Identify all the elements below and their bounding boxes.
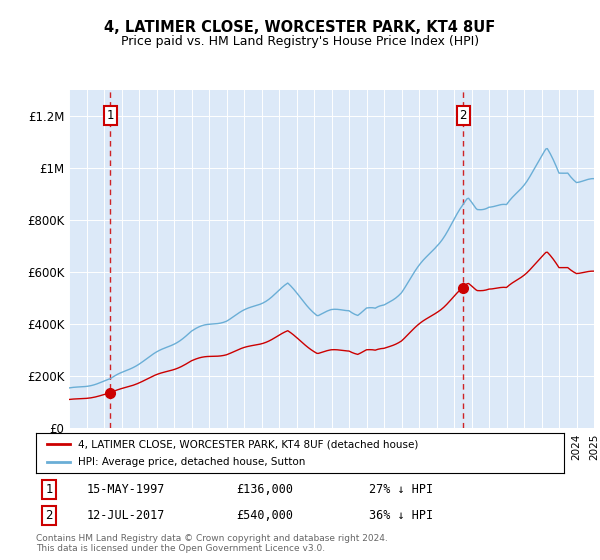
Text: 15-MAY-1997: 15-MAY-1997 [86,483,164,496]
Text: 1: 1 [46,483,53,496]
Text: 4, LATIMER CLOSE, WORCESTER PARK, KT4 8UF (detached house): 4, LATIMER CLOSE, WORCESTER PARK, KT4 8U… [78,439,419,449]
Text: 36% ↓ HPI: 36% ↓ HPI [368,510,433,522]
Text: Price paid vs. HM Land Registry's House Price Index (HPI): Price paid vs. HM Land Registry's House … [121,35,479,49]
Text: £136,000: £136,000 [236,483,293,496]
Text: 27% ↓ HPI: 27% ↓ HPI [368,483,433,496]
Text: Contains HM Land Registry data © Crown copyright and database right 2024.: Contains HM Land Registry data © Crown c… [36,534,388,543]
Text: 4, LATIMER CLOSE, WORCESTER PARK, KT4 8UF: 4, LATIMER CLOSE, WORCESTER PARK, KT4 8U… [104,21,496,35]
Text: This data is licensed under the Open Government Licence v3.0.: This data is licensed under the Open Gov… [36,544,325,553]
Text: 2: 2 [46,510,53,522]
Text: 1: 1 [107,109,114,122]
Text: 12-JUL-2017: 12-JUL-2017 [86,510,164,522]
Text: HPI: Average price, detached house, Sutton: HPI: Average price, detached house, Sutt… [78,457,305,467]
Text: 2: 2 [460,109,467,122]
Text: £540,000: £540,000 [236,510,293,522]
